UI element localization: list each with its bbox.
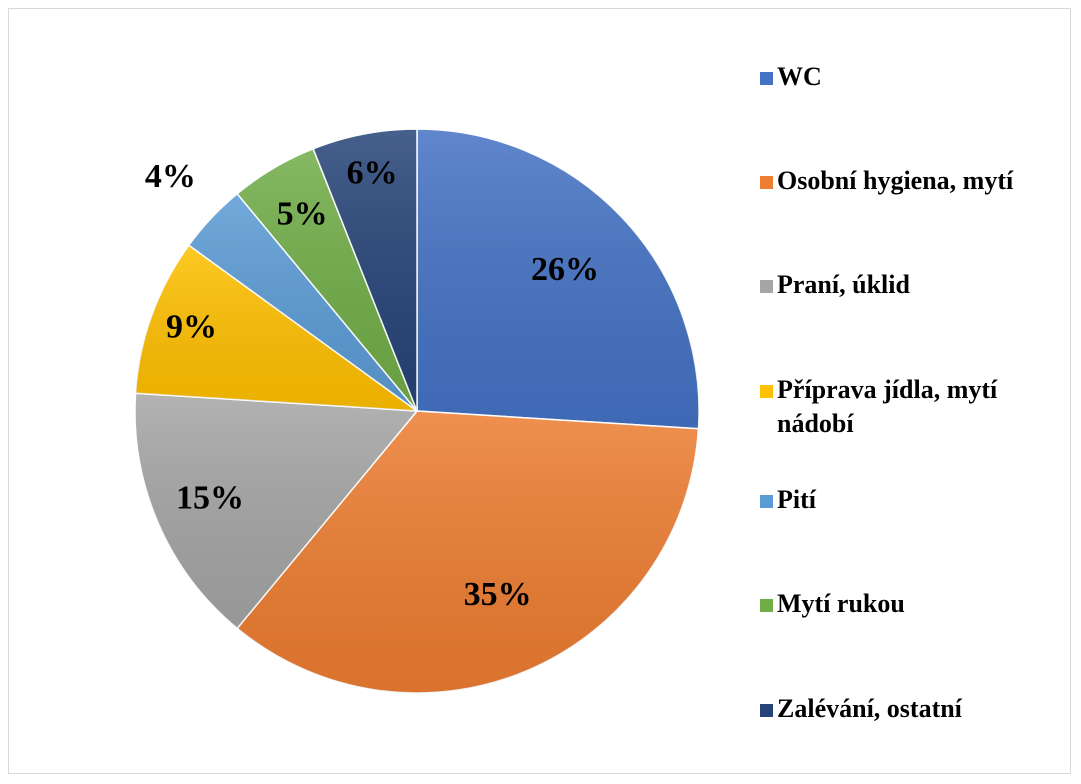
slice-shade [135,393,417,629]
legend-label: Příprava jídla, mytí nádobí [777,375,998,438]
slice-shade [237,411,699,693]
legend-swatch [760,176,773,189]
slice-shade [237,148,417,411]
legend-label: Praní, úklid [777,270,910,299]
legend-item: Příprava jídla, mytí nádobí [760,373,1078,441]
legend-label: WC [777,62,822,91]
slice-shade [135,245,417,411]
legend-item: WC [760,60,1078,94]
legend-item: Mytí rukou [760,587,1078,621]
legend-swatch [760,280,773,293]
legend-label: Mytí rukou [777,589,905,618]
slice-shade [417,129,699,429]
legend-label: Zalévání, ostatní [777,694,962,723]
data-label: 5% [277,196,328,233]
legend-item: Zalévání, ostatní [760,692,1078,726]
slice-shade [188,193,417,411]
legend-label: Osobní hygiena, mytí [777,166,1014,195]
legend-swatch [760,704,773,717]
legend-item: Osobní hygiena, mytí [760,164,1078,198]
slice-shade [313,129,417,411]
data-label: 15% [176,479,244,516]
data-label: 35% [464,576,532,613]
data-label: 9% [166,309,217,346]
legend-swatch [760,72,773,85]
chart-frame [8,8,1071,774]
legend-swatch [760,495,773,508]
data-label: 4% [145,158,196,195]
legend-label: Pití [777,485,816,514]
legend-swatch [760,599,773,612]
data-label: 6% [347,154,398,191]
legend-item: Pití [760,483,1078,517]
legend-swatch [760,385,773,398]
legend-item: Praní, úklid [760,268,1078,302]
data-label: 26% [531,251,599,288]
